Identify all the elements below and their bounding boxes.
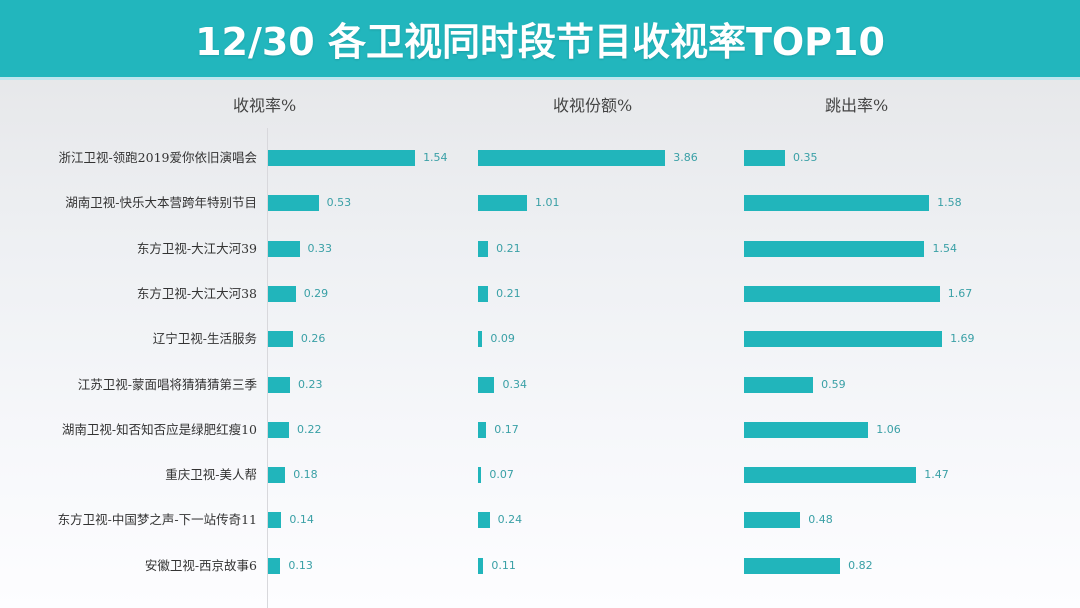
bar: [268, 150, 416, 166]
bar: [478, 512, 490, 529]
bar-value-label: 0.18: [293, 468, 318, 482]
bar: [478, 467, 482, 484]
column-title: 收视率%: [233, 96, 297, 115]
bar-value-label: 0.24: [497, 513, 523, 527]
bar-value-label: 0.33: [307, 241, 333, 255]
bar-value-label: 1.54: [423, 151, 448, 164]
bar: [744, 195, 930, 212]
category-label: 东方卫视-大江大河38: [136, 285, 257, 301]
bar: [744, 331, 943, 348]
category-axis-line: [267, 128, 268, 608]
bar: [744, 240, 925, 257]
bar: [744, 512, 801, 529]
bar: [478, 150, 666, 166]
bar: [478, 285, 489, 302]
column-title: 收视份额%: [553, 96, 633, 115]
bar-value-label: 1.47: [924, 468, 949, 482]
category-label: 江苏卫视-蒙面唱将猜猜猜第三季: [77, 376, 257, 392]
bar: [478, 557, 484, 574]
bar: [478, 240, 489, 257]
bar-value-label: 1.67: [947, 286, 973, 300]
bar: [268, 421, 289, 438]
title-banner: 12/30 各卫视同时段节目收视率TOP10: [0, 0, 1080, 80]
bar-value-label: 0.11: [491, 558, 516, 572]
bar-value-label: 0.09: [490, 332, 515, 346]
category-label: 东方卫视-大江大河39: [136, 240, 257, 256]
bar: [744, 150, 786, 166]
bar-value-label: 3.86: [673, 151, 698, 164]
chart-title: 12/30 各卫视同时段节目收视率TOP10: [195, 20, 885, 64]
category-label: 安徽卫视-西京故事6: [144, 557, 257, 573]
bar: [268, 240, 300, 257]
column-title: 跳出率%: [825, 96, 889, 115]
bar-value-label: 0.59: [821, 377, 846, 391]
bar: [268, 376, 290, 393]
bar-value-label: 1.01: [534, 196, 560, 210]
bar: [268, 512, 282, 529]
bar: [268, 331, 293, 348]
bar: [268, 467, 286, 484]
bar-value-label: 1.06: [876, 422, 901, 436]
category-label: 重庆卫视-美人帮: [165, 467, 257, 483]
bar-value-label: 0.21: [496, 241, 521, 255]
bar-value-label: 0.22: [297, 422, 322, 436]
bar: [744, 421, 869, 438]
bar-value-label: 1.58: [937, 196, 962, 210]
bar-value-label: 0.07: [489, 468, 514, 482]
bar: [744, 285, 940, 302]
bar-value-label: 0.82: [848, 558, 873, 572]
bar: [478, 376, 495, 393]
bar: [744, 467, 917, 484]
bar: [744, 557, 841, 574]
bar: [478, 331, 483, 348]
category-label: 湖南卫视-快乐大本营跨年特别节目: [65, 195, 257, 211]
bar-value-label: 0.53: [326, 196, 352, 210]
bar-value-label: 0.34: [502, 377, 527, 391]
category-label: 湖南卫视-知否知否应是绿肥红瘦10: [61, 421, 257, 437]
bar: [478, 195, 527, 212]
bar-value-label: 0.17: [494, 422, 519, 436]
bar-value-label: 1.54: [932, 241, 957, 255]
bar-value-label: 0.14: [289, 513, 314, 527]
bar-value-label: 0.29: [303, 286, 329, 300]
bar-value-label: 0.13: [288, 558, 313, 572]
bar-value-label: 0.23: [297, 377, 323, 391]
bar-value-label: 0.48: [808, 513, 833, 527]
bar: [268, 557, 281, 574]
bar: [478, 421, 487, 438]
bar: [744, 376, 814, 393]
bar-value-label: 1.69: [950, 332, 975, 346]
category-label: 东方卫视-中国梦之声-下一站传奇11: [57, 512, 257, 528]
bar: [268, 195, 319, 212]
category-label: 浙江卫视-领跑2019爱你依旧演唱会: [58, 150, 257, 165]
category-label: 辽宁卫视-生活服务: [152, 331, 257, 347]
bar-value-label: 0.26: [300, 332, 326, 346]
bar-value-label: 0.21: [496, 286, 521, 300]
bar: [268, 285, 296, 302]
bar-value-label: 0.35: [793, 151, 818, 164]
